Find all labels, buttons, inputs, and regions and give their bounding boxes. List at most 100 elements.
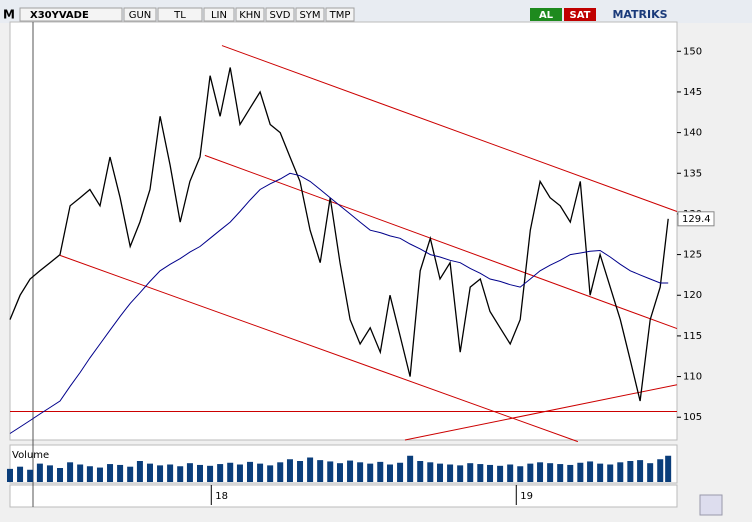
volume-bar — [347, 460, 354, 482]
refresh-button[interactable] — [699, 494, 723, 516]
volume-bar — [36, 463, 43, 482]
toolbar-button[interactable] — [235, 7, 265, 22]
symbol: X30YVADE — [30, 10, 89, 21]
volume-bar — [665, 455, 672, 482]
volume-bar — [637, 460, 644, 482]
volume-bar — [587, 461, 594, 482]
volume-bar — [367, 463, 374, 482]
brand: MATRIKS — [612, 8, 667, 21]
trend-line — [221, 45, 678, 212]
volume-bar — [117, 464, 124, 482]
y-tick-label: 125 — [683, 250, 702, 261]
volume-bar — [297, 461, 304, 482]
volume-bar — [627, 461, 634, 482]
trade-button[interactable] — [564, 8, 596, 21]
volume-bar — [547, 463, 554, 482]
volume-bar — [247, 461, 254, 482]
toolbar-button[interactable] — [295, 7, 325, 22]
trend-line — [404, 384, 678, 441]
volume-bar — [447, 464, 454, 482]
y-tick-label: 145 — [683, 87, 702, 98]
volume-bar — [387, 464, 394, 482]
volume-bar — [607, 464, 614, 482]
y-tick-label: 110 — [683, 372, 702, 383]
trade-button[interactable] — [530, 8, 562, 21]
volume-bar — [286, 459, 293, 482]
trade-button-label: AL — [539, 10, 554, 21]
volume-bar — [647, 463, 654, 482]
volume-bar — [127, 466, 134, 482]
volume-bar — [86, 466, 93, 482]
volume-bar — [417, 461, 424, 482]
toolbar-button-label: GUN — [129, 10, 152, 21]
toolbar-button-label: TL — [173, 10, 186, 21]
volume-bar — [327, 461, 334, 482]
volume-bar — [67, 462, 74, 482]
y-tick-label: 115 — [683, 331, 702, 342]
y-tick-label: 150 — [683, 46, 702, 57]
volume-label: Volume — [12, 450, 49, 461]
volume-bar — [507, 464, 514, 482]
volume-bar — [236, 464, 243, 482]
price-line — [9, 67, 669, 402]
volume-bar — [136, 461, 143, 482]
volume-bar — [497, 465, 504, 482]
volume-bar — [27, 469, 34, 482]
toolbar-button[interactable] — [265, 7, 295, 22]
volume-bar — [437, 463, 444, 482]
volume-bar — [217, 464, 224, 482]
volume-bar — [567, 464, 574, 482]
volume-bar — [487, 464, 494, 482]
volume-bar — [46, 465, 53, 482]
volume-bar — [7, 468, 13, 482]
toolbar-button[interactable] — [203, 7, 235, 22]
volume-bar — [17, 466, 24, 482]
volume-bar — [467, 463, 474, 482]
volume-bar — [107, 464, 114, 482]
volume-bar — [537, 462, 544, 482]
volume-bar — [57, 468, 64, 482]
toolbar-button-label: SYM — [299, 10, 320, 21]
toolbar-button[interactable] — [157, 7, 203, 22]
volume-bar — [257, 463, 264, 482]
toolbar-button-label: LIN — [211, 10, 227, 21]
toolbar-button[interactable] — [325, 7, 355, 22]
trend-line — [59, 254, 579, 443]
volume-bar — [197, 464, 204, 482]
volume-bar — [457, 465, 464, 482]
y-tick-label: 105 — [683, 412, 702, 423]
volume-bar — [167, 464, 174, 482]
trend-line — [204, 154, 678, 330]
y-tick-label: 135 — [683, 168, 702, 179]
volume-bar — [357, 462, 364, 482]
logo: M — [3, 8, 15, 22]
volume-bar — [577, 462, 584, 482]
toolbar-button-label: SVD — [270, 10, 291, 21]
price-panel — [9, 21, 678, 441]
time-axis — [9, 484, 678, 508]
volume-bar — [277, 462, 284, 482]
volume-bar — [307, 457, 314, 482]
volume-bar — [657, 459, 664, 482]
x-tick-label: 18 — [215, 491, 228, 502]
volume-bar — [157, 465, 164, 482]
volume-bar — [317, 460, 324, 482]
volume-bar — [146, 463, 153, 482]
last-value-box — [677, 211, 715, 227]
volume-bar — [617, 462, 624, 482]
volume-bar — [477, 464, 484, 482]
volume-bar — [597, 463, 604, 482]
volume-bar — [96, 467, 103, 482]
symbol-box[interactable] — [19, 7, 123, 22]
toolbar-button-label: TMP — [329, 10, 351, 21]
trade-button-label: SAT — [570, 10, 591, 21]
x-tick-label: 19 — [520, 491, 533, 502]
price-line — [9, 172, 669, 434]
volume-bar — [207, 465, 214, 482]
volume-bar — [336, 463, 343, 482]
volume-bar — [227, 462, 234, 482]
toolbar-button[interactable] — [123, 7, 157, 22]
last-value-label: 129.4 — [682, 214, 711, 225]
volume-bar — [557, 464, 564, 482]
